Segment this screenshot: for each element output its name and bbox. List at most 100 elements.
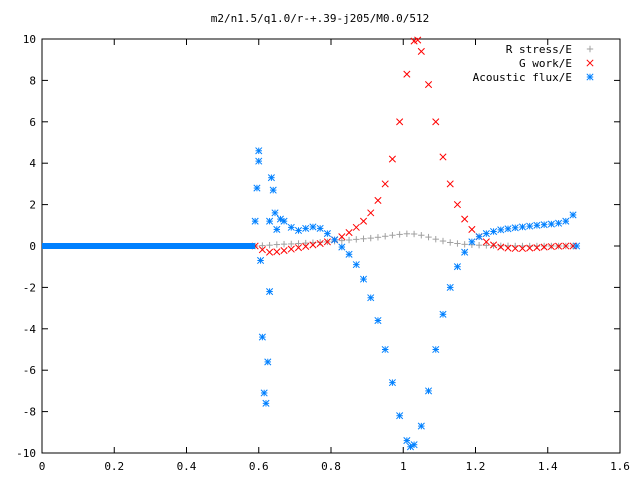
- data-point: [302, 242, 310, 250]
- data-point: [345, 236, 353, 244]
- data-point: [417, 47, 425, 55]
- data-point: [497, 243, 505, 251]
- data-point: [260, 389, 268, 397]
- data-point: [555, 219, 563, 227]
- legend-label: G work/E: [519, 57, 572, 70]
- data-point: [280, 217, 288, 225]
- data-point: [414, 36, 422, 44]
- data-point: [259, 242, 266, 249]
- data-point: [396, 118, 404, 126]
- data-point: [294, 244, 303, 252]
- data-point: [388, 379, 396, 387]
- data-point: [454, 240, 461, 247]
- data-point: [403, 230, 411, 237]
- data-point: [396, 412, 404, 420]
- data-point: [490, 227, 498, 236]
- series-1: [251, 36, 577, 256]
- data-point: [389, 232, 396, 239]
- data-point: [417, 422, 425, 430]
- x-tick-label: 0.2: [104, 460, 124, 473]
- data-point: [533, 221, 541, 229]
- data-point: [331, 236, 339, 244]
- data-point: [403, 70, 411, 78]
- data-point: [367, 294, 375, 302]
- data-point: [453, 263, 461, 271]
- data-point: [323, 230, 331, 238]
- data-point: [446, 283, 454, 291]
- data-point: [273, 225, 281, 233]
- data-point: [439, 310, 447, 318]
- data-point: [547, 220, 555, 228]
- y-tick-label: -10: [16, 447, 36, 460]
- data-point: [345, 250, 353, 258]
- legend-label: R stress/E: [506, 43, 572, 56]
- y-tick-label: 0: [29, 240, 36, 253]
- data-point: [381, 345, 389, 354]
- data-point: [266, 241, 273, 249]
- data-point: [374, 196, 382, 205]
- data-point: [280, 247, 288, 255]
- data-point: [255, 157, 263, 165]
- data-point: [352, 223, 360, 231]
- data-point: [482, 238, 490, 246]
- data-point: [562, 242, 570, 250]
- y-tick-label: 4: [29, 157, 36, 170]
- y-tick-label: 2: [29, 199, 36, 212]
- data-point: [323, 238, 331, 246]
- data-point: [526, 244, 534, 252]
- data-point: [345, 228, 353, 237]
- data-point: [267, 174, 275, 182]
- data-point: [266, 217, 274, 225]
- data-point: [562, 217, 570, 225]
- x-tick-label: 1: [400, 460, 407, 473]
- y-tick-label: 8: [29, 74, 36, 87]
- data-point: [381, 233, 389, 240]
- data-point: [294, 226, 303, 235]
- x-tick-label: 0.8: [321, 460, 341, 473]
- data-point: [359, 275, 368, 283]
- legend-marker: [586, 45, 594, 53]
- legend-marker: [586, 59, 594, 67]
- data-point: [258, 246, 266, 254]
- data-point: [547, 243, 555, 251]
- data-point: [352, 261, 360, 269]
- data-point: [540, 221, 548, 229]
- data-point: [439, 153, 447, 161]
- data-point: [403, 437, 411, 445]
- data-point: [555, 242, 563, 250]
- data-point: [475, 241, 483, 249]
- y-tick-label: -4: [23, 323, 37, 336]
- x-tick-label: 0.6: [249, 460, 269, 473]
- data-point: [482, 230, 490, 238]
- data-point: [269, 186, 277, 194]
- data-point: [302, 239, 309, 247]
- legend-marker: [586, 73, 594, 81]
- data-point: [257, 256, 265, 265]
- y-tick-label: -8: [23, 406, 36, 419]
- x-tick-label: 0.4: [177, 460, 197, 473]
- x-tick-label: 1.2: [466, 460, 486, 473]
- data-point: [280, 240, 288, 248]
- data-point: [388, 155, 396, 163]
- data-point: [533, 244, 541, 252]
- data-point: [483, 242, 490, 249]
- data-point: [418, 232, 425, 239]
- data-point: [475, 233, 483, 241]
- data-point: [497, 242, 504, 249]
- data-point: [273, 241, 281, 248]
- chart-title: m2/n1.5/q1.0/r-+.39-j205/M0.0/512: [211, 12, 430, 25]
- data-point: [518, 244, 527, 253]
- x-tick-label: 1.6: [610, 460, 630, 473]
- data-point: [287, 223, 295, 231]
- data-point: [381, 180, 389, 188]
- series-layer: [42, 36, 581, 451]
- data-point: [295, 240, 302, 247]
- data-point: [367, 209, 375, 217]
- series-2: [42, 147, 581, 451]
- data-point: [288, 240, 295, 248]
- data-point: [359, 217, 368, 225]
- data-point: [410, 441, 418, 449]
- data-point: [396, 231, 403, 238]
